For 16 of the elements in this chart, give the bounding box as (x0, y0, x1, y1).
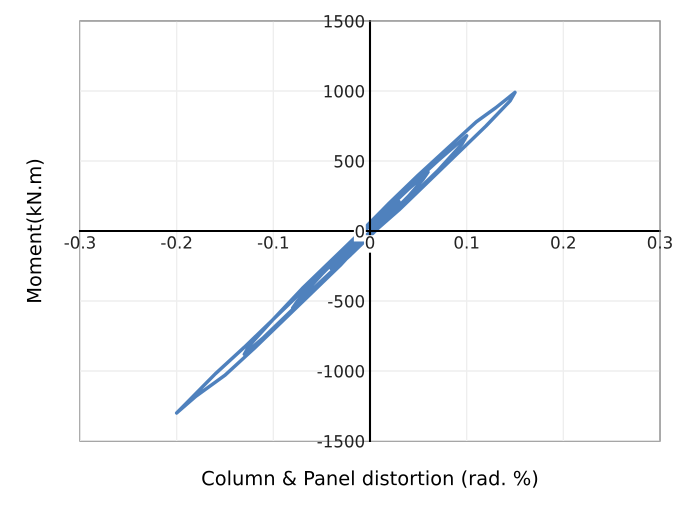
y-tick-label: 1500 (324, 14, 364, 28)
y-tick-label: -500 (328, 294, 364, 308)
x-tick-label: 0.2 (551, 236, 575, 249)
x-tick-label: 0.1 (454, 236, 478, 249)
x-axis-title: Column & Panel distortion (rad. %) (202, 470, 538, 488)
x-tick-label: 0 (366, 236, 374, 249)
x-tick-label: 0.3 (648, 236, 672, 249)
x-tick-label: -0.2 (161, 236, 192, 249)
y-axis-title: Moment(kN.m) (26, 160, 44, 302)
x-tick-label: -0.1 (258, 236, 288, 249)
y-tick-label: -1500 (318, 434, 364, 448)
x-tick-label: -0.3 (64, 236, 95, 249)
y-tick-label: 500 (334, 154, 364, 168)
y-tick-label: 0 (356, 224, 364, 238)
y-tick-label: -1000 (318, 364, 364, 378)
y-tick-label: 1000 (324, 84, 364, 98)
